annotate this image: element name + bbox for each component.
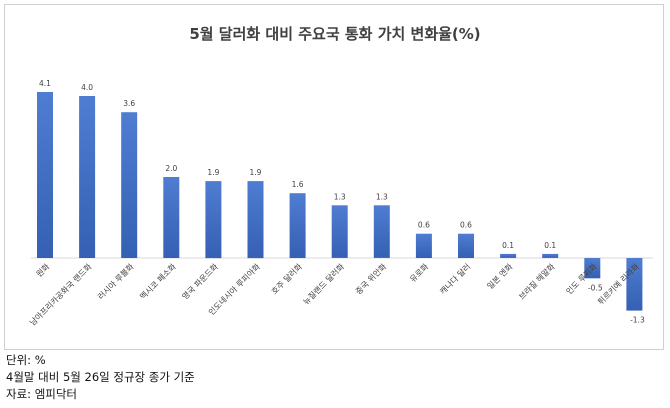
data-label: 4.0 [81,83,93,92]
bar [415,233,432,258]
data-label: 3.6 [123,99,135,108]
category-label: 호주 달러화 [270,262,305,297]
category-label: 러시아 루블화 [96,261,137,302]
data-label: 0.6 [418,221,430,230]
chart-frame: 5월 달러화 대비 주요국 통화 가치 변화율(%) 4.1 원화 4.0 남아프리카… [4,4,664,350]
data-label: -1.3 [630,316,645,325]
source-note: 자료: 엠피닥터 [6,387,78,401]
data-label: 0.1 [544,241,556,250]
data-label: 0.1 [502,241,514,250]
data-label: 1.3 [376,192,388,201]
bar [626,258,643,311]
basis-note: 4월말 대비 5월 26일 정규장 종가 기준 [6,370,195,384]
category-label: 브라질 헤알화 [517,261,558,302]
bar [584,258,601,279]
category-label: 영국 파운드화 [180,261,221,302]
category-label: 뉴질랜드 달러화 [301,261,347,307]
data-label: 0.6 [460,221,472,230]
bar [37,92,53,258]
bar [121,112,138,258]
data-label: 2.0 [165,164,177,173]
data-label: -0.5 [588,283,603,292]
chart-title: 5월 달러화 대비 주요국 통화 가치 변화율(%) [189,25,481,43]
bar [205,181,222,259]
bar [163,177,180,258]
category-label: 멕시코 페소화 [138,261,179,302]
category-label: 중국 위안화 [353,261,388,296]
data-label: 1.9 [207,168,219,177]
category-label: 일본 엔화 [485,261,515,291]
data-label: 1.3 [334,192,346,201]
bar [500,253,517,258]
chart-notes: 단위: % 4월말 대비 5월 26일 정규장 종가 기준 자료: 엠피닥터 [6,352,195,403]
bar [331,205,348,258]
category-label: 원화 [35,262,52,279]
bar [79,96,96,258]
data-label: 1.6 [292,180,304,189]
bar [373,205,390,258]
category-label: 유로화 [408,262,430,284]
unit-note: 단위: % [6,353,46,367]
bar [247,181,264,259]
data-label: 1.9 [250,168,262,177]
data-label: 4.1 [39,79,51,88]
bar [289,193,306,258]
bar [458,233,474,258]
category-label: 캐나다 달러 [438,262,472,296]
bar [542,253,559,258]
